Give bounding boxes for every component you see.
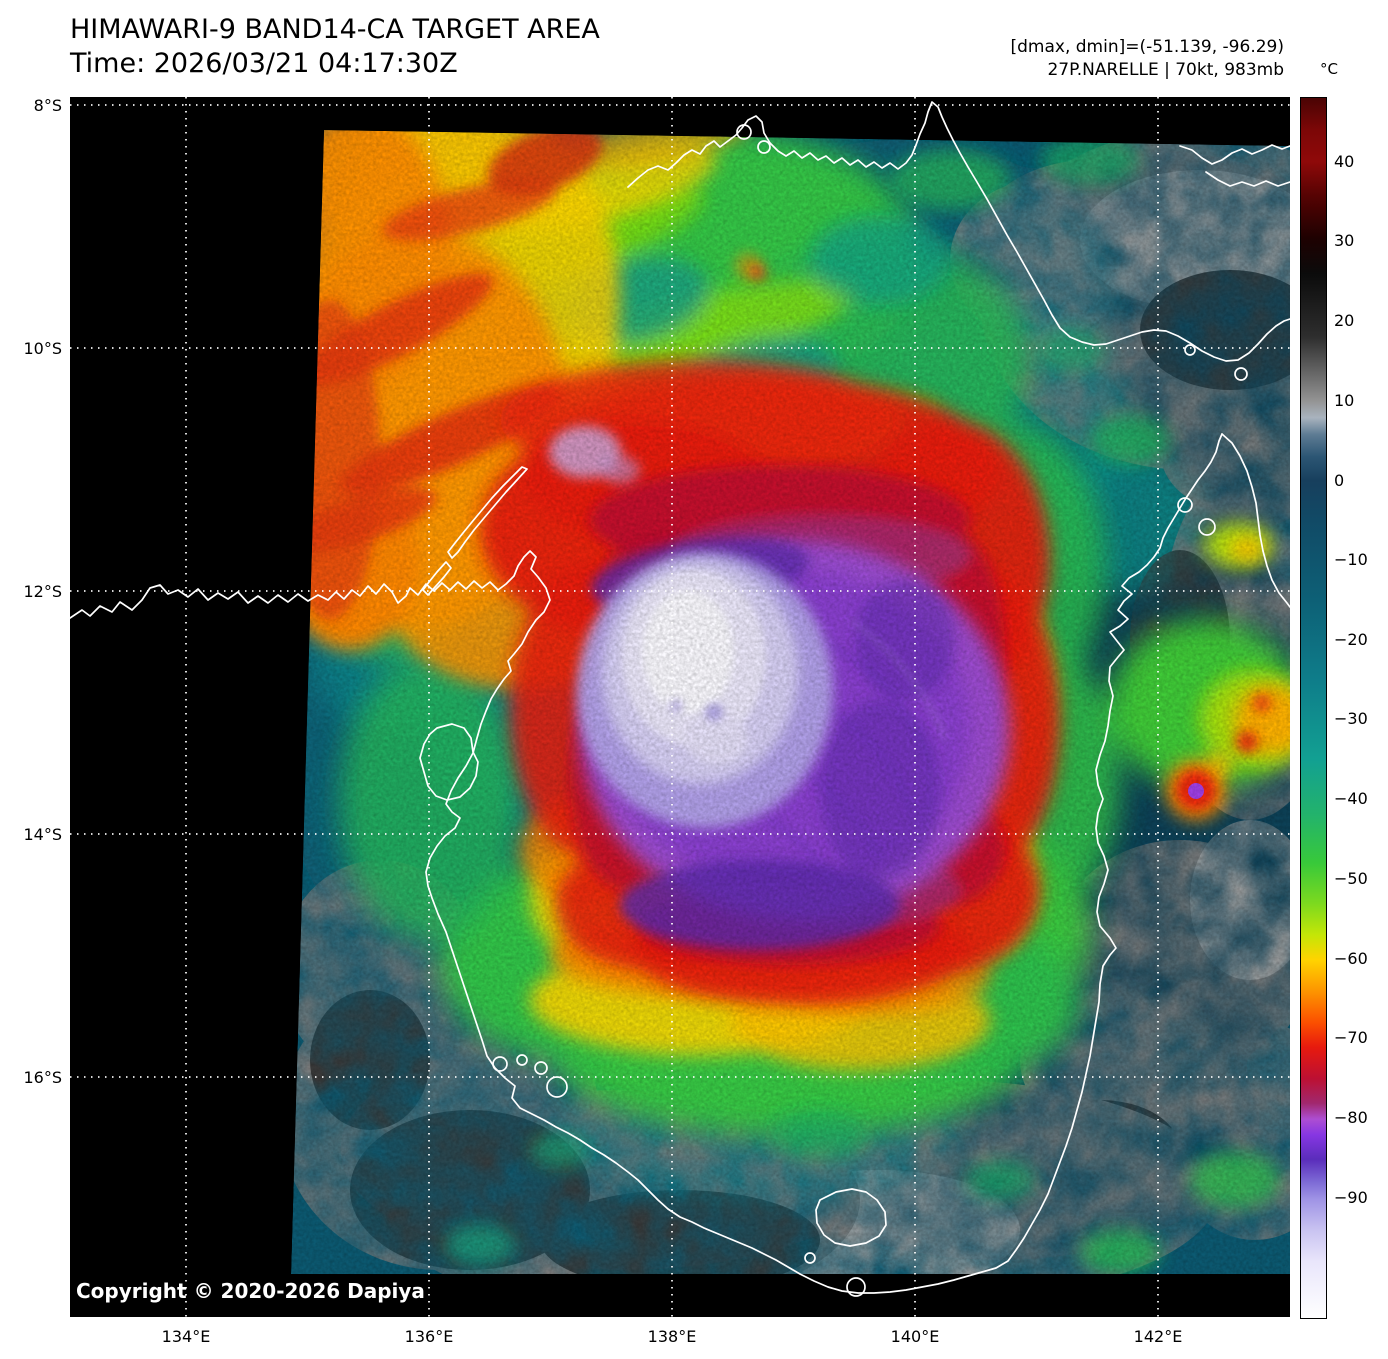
island-pellew-2 [516, 1054, 528, 1066]
cb-tick-40: 40 [1334, 152, 1355, 171]
cb-tick-m20: −20 [1334, 630, 1368, 649]
cb-tick-m40: −40 [1334, 789, 1368, 808]
island-small-1 [804, 1252, 816, 1264]
cb-tick-m80: −80 [1334, 1108, 1368, 1127]
copyright-watermark: Copyright © 2020-2026 Dapiya [76, 1279, 425, 1303]
island-mornington [815, 1188, 887, 1247]
island-pellew-1 [492, 1056, 508, 1072]
pixel-grain [291, 130, 1290, 1274]
lat-tick-8s: 8°S [33, 96, 62, 115]
cb-tick-m10: −10 [1334, 550, 1368, 569]
ir-imagery-canvas [70, 97, 1290, 1317]
lat-tick-16s: 16°S [23, 1068, 62, 1087]
island-png-1 [736, 124, 752, 140]
cb-tick-20: 20 [1334, 311, 1355, 330]
lat-tick-14s: 14°S [23, 825, 62, 844]
temperature-colorbar [1300, 97, 1327, 1319]
lon-tick-140e: 140°E [890, 1327, 940, 1346]
no-data-mask [70, 97, 1290, 1317]
coast-cape-york-east [1221, 433, 1290, 608]
satellite-map: Copyright © 2020-2026 Dapiya [70, 97, 1290, 1317]
island-pellew-4 [546, 1076, 568, 1098]
coast-australia [70, 433, 1223, 1294]
page-title: HIMAWARI-9 BAND14-CA TARGET AREA [70, 14, 600, 45]
island-torres-2 [1198, 518, 1216, 536]
lon-tick-136e: 136°E [404, 1327, 454, 1346]
cb-tick-0: 0 [1334, 471, 1345, 490]
island-wessel-2 [422, 561, 452, 596]
dmax-dmin-readout: [dmax, dmin]=(-51.139, -96.29) [1010, 37, 1285, 57]
island-bentinck [846, 1277, 866, 1297]
cb-tick-m90: −90 [1334, 1188, 1368, 1207]
timestamp: Time: 2026/03/21 04:17:30Z [70, 48, 458, 79]
graticule [70, 97, 1290, 1317]
cb-tick-m30: −30 [1334, 709, 1368, 728]
island-groote [419, 723, 479, 801]
island-png-2 [757, 140, 771, 154]
cb-tick-m60: −60 [1334, 949, 1368, 968]
coast-top-right-1 [1179, 144, 1290, 165]
cb-tick-30: 30 [1334, 231, 1355, 250]
island-pellew-3 [534, 1061, 548, 1075]
lon-tick-138e: 138°E [647, 1327, 697, 1346]
lat-tick-12s: 12°S [23, 582, 62, 601]
island-wessel-1 [447, 466, 528, 559]
colorbar-unit-label: °C [1320, 60, 1338, 78]
ir-temperature-field [291, 130, 1290, 1274]
cb-tick-m50: −50 [1334, 869, 1368, 888]
cb-tick-m70: −70 [1334, 1028, 1368, 1047]
lon-tick-134e: 134°E [161, 1327, 211, 1346]
lat-tick-10s: 10°S [23, 339, 62, 358]
storm-name-intensity: 27P.NARELLE | 70kt, 983mb [1047, 60, 1284, 80]
storm-stats: [dmax, dmin]=(-51.139, -96.29) 27P.NAREL… [1011, 36, 1285, 82]
island-torres-3 [1184, 344, 1196, 356]
island-torres-4 [1234, 367, 1248, 381]
lon-tick-142e: 142°E [1133, 1327, 1183, 1346]
coastlines [70, 101, 1290, 1297]
island-torres-1 [1177, 497, 1193, 513]
cb-tick-10: 10 [1334, 391, 1355, 410]
coast-top-right-2 [1205, 171, 1290, 187]
